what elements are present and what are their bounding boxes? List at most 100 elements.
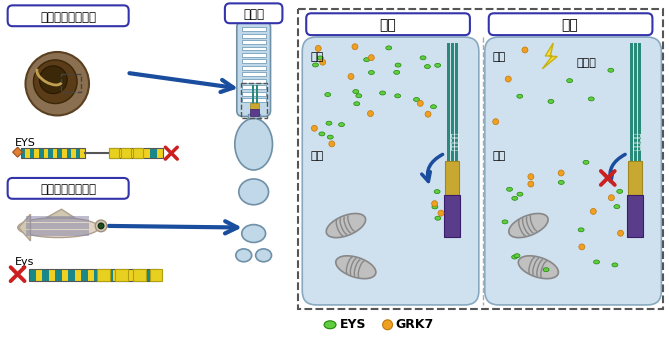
Ellipse shape xyxy=(338,122,344,127)
Bar xyxy=(36,269,42,281)
Bar xyxy=(21,148,25,158)
Text: ゼブラフィッシュ: ゼブラフィッシュ xyxy=(40,183,96,197)
Ellipse shape xyxy=(588,97,594,101)
Circle shape xyxy=(590,208,596,215)
Bar xyxy=(76,148,80,158)
Bar xyxy=(62,269,68,281)
Bar xyxy=(97,269,110,281)
Ellipse shape xyxy=(395,63,401,67)
Bar xyxy=(107,269,113,281)
Bar xyxy=(116,148,123,158)
Ellipse shape xyxy=(548,99,554,103)
Bar xyxy=(628,161,641,195)
Ellipse shape xyxy=(517,192,523,196)
Bar xyxy=(68,269,74,281)
Ellipse shape xyxy=(612,263,618,267)
Bar xyxy=(81,269,88,281)
Ellipse shape xyxy=(369,71,375,74)
Polygon shape xyxy=(13,147,23,157)
Bar xyxy=(447,43,450,234)
Circle shape xyxy=(320,59,326,65)
Ellipse shape xyxy=(17,218,99,238)
Bar xyxy=(638,43,641,234)
FancyBboxPatch shape xyxy=(306,13,470,35)
Bar xyxy=(139,269,145,281)
Text: EYS: EYS xyxy=(340,318,366,331)
Circle shape xyxy=(316,45,321,52)
Bar xyxy=(152,269,158,281)
Ellipse shape xyxy=(514,254,520,258)
Ellipse shape xyxy=(594,260,600,264)
Ellipse shape xyxy=(394,70,399,74)
Bar xyxy=(242,46,265,51)
Bar xyxy=(451,43,454,234)
Circle shape xyxy=(417,100,423,106)
Bar xyxy=(136,148,143,158)
Bar xyxy=(27,226,89,229)
Ellipse shape xyxy=(318,56,323,60)
Bar xyxy=(29,148,34,158)
FancyBboxPatch shape xyxy=(485,37,661,305)
Circle shape xyxy=(329,141,335,147)
Bar xyxy=(150,148,157,158)
Ellipse shape xyxy=(242,225,265,243)
Circle shape xyxy=(528,174,534,180)
Bar xyxy=(109,148,119,158)
FancyBboxPatch shape xyxy=(7,5,129,26)
Ellipse shape xyxy=(356,94,362,98)
Ellipse shape xyxy=(326,213,366,238)
Circle shape xyxy=(438,210,444,216)
Bar xyxy=(298,9,663,309)
Bar xyxy=(634,43,636,234)
Bar xyxy=(250,109,259,117)
Text: 内節: 内節 xyxy=(492,151,506,161)
Circle shape xyxy=(312,125,318,131)
Bar xyxy=(242,98,265,102)
Bar xyxy=(630,43,632,234)
Bar xyxy=(27,230,89,233)
Bar xyxy=(88,269,94,281)
Bar xyxy=(133,269,139,281)
Text: 網膜オルガノイド: 網膜オルガノイド xyxy=(40,11,96,24)
Bar xyxy=(626,195,643,237)
Bar xyxy=(145,269,152,281)
Bar xyxy=(34,148,39,158)
Bar xyxy=(149,269,162,281)
Bar xyxy=(120,269,126,281)
Bar xyxy=(115,269,128,281)
Bar xyxy=(25,148,29,158)
Circle shape xyxy=(98,223,104,229)
Bar xyxy=(61,74,81,92)
Bar xyxy=(100,269,107,281)
Bar xyxy=(242,72,265,76)
Bar xyxy=(133,148,143,158)
Ellipse shape xyxy=(256,249,271,262)
Circle shape xyxy=(425,111,431,117)
Ellipse shape xyxy=(583,160,589,164)
FancyBboxPatch shape xyxy=(7,178,129,199)
Circle shape xyxy=(618,230,624,236)
Bar xyxy=(27,216,89,219)
Bar xyxy=(29,269,36,281)
Text: 結合繊毛: 結合繊毛 xyxy=(450,131,460,149)
Ellipse shape xyxy=(519,256,558,279)
Bar xyxy=(123,148,129,158)
Circle shape xyxy=(505,76,511,82)
Bar xyxy=(42,269,49,281)
Bar xyxy=(248,115,259,128)
Bar xyxy=(444,195,460,237)
Circle shape xyxy=(528,181,534,187)
Ellipse shape xyxy=(425,65,430,69)
Polygon shape xyxy=(19,214,30,241)
Circle shape xyxy=(383,320,393,330)
Ellipse shape xyxy=(558,180,564,184)
Bar xyxy=(242,79,265,83)
Bar xyxy=(58,148,62,158)
Ellipse shape xyxy=(327,135,333,139)
Text: Eys: Eys xyxy=(15,257,34,267)
Circle shape xyxy=(95,220,107,232)
Ellipse shape xyxy=(543,268,549,272)
Circle shape xyxy=(608,195,614,201)
Text: 視細胞: 視細胞 xyxy=(243,8,264,21)
Bar xyxy=(109,148,163,158)
